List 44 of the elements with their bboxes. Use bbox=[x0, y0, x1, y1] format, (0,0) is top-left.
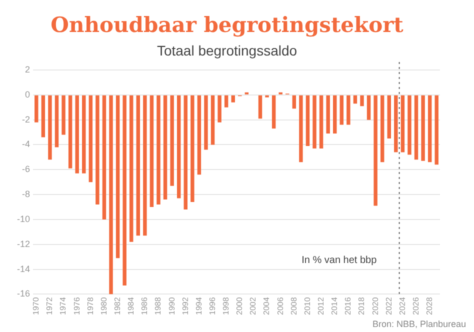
y-tick-label: -8 bbox=[22, 189, 30, 200]
y-tick-label: -10 bbox=[16, 214, 30, 224]
x-tick-label: 2002 bbox=[248, 296, 258, 315]
y-tick-label: -16 bbox=[16, 288, 30, 299]
x-tick-label: 1992 bbox=[180, 296, 190, 315]
x-tick-label: 1990 bbox=[167, 296, 176, 315]
x-tick-label: 1980 bbox=[99, 296, 108, 315]
x-tick-label: 2024 bbox=[398, 296, 407, 315]
x-tick-label: 1970 bbox=[32, 296, 41, 315]
x-tick-label: 2016 bbox=[344, 296, 353, 315]
x-tick-label: 1986 bbox=[140, 296, 150, 315]
x-tick-label: 2026 bbox=[411, 296, 420, 315]
y-tick-label: 2 bbox=[24, 64, 30, 74]
y-tick-label: -2 bbox=[22, 114, 30, 124]
x-tick-label: 2010 bbox=[302, 296, 312, 315]
x-tick-label: 2018 bbox=[357, 296, 366, 315]
x-tick-label: 1976 bbox=[72, 296, 82, 315]
y-tick-label: -14 bbox=[16, 264, 30, 274]
y-tick-label: -12 bbox=[16, 238, 30, 249]
x-tick-label: 1996 bbox=[208, 296, 217, 315]
annotation: In % van het bbp bbox=[302, 254, 378, 266]
x-tick-label: 1998 bbox=[222, 296, 231, 315]
x-tick-label: 2022 bbox=[384, 296, 394, 315]
x-tick-label: 1994 bbox=[194, 296, 204, 315]
x-tick-label: 2028 bbox=[425, 296, 434, 315]
x-tick-label: 2006 bbox=[276, 296, 285, 315]
x-tick-label: 1984 bbox=[126, 296, 136, 315]
chart-title: Onhoudbaar begrotingstekort bbox=[50, 12, 404, 38]
x-tick-label: 2020 bbox=[370, 296, 380, 315]
x-tick-label: 2004 bbox=[262, 296, 272, 315]
x-tick-label: 2000 bbox=[235, 296, 244, 315]
x-tick-label: 2012 bbox=[316, 296, 326, 315]
x-tick-label: 1974 bbox=[58, 296, 68, 315]
x-tick-label: 1972 bbox=[45, 296, 54, 315]
x-tick-label: 1988 bbox=[154, 296, 163, 315]
x-tick-label: 1978 bbox=[86, 296, 95, 315]
x-tick-label: 2008 bbox=[289, 296, 298, 315]
y-tick-label: 0 bbox=[24, 89, 30, 100]
chart-subtitle: Totaal begrotingssaldo bbox=[156, 42, 298, 58]
text: Bron: NBB, Planbureau bbox=[372, 319, 466, 329]
y-tick-label: -6 bbox=[22, 164, 30, 174]
x-tick-label: 1982 bbox=[113, 296, 122, 315]
y-tick-label: -4 bbox=[22, 139, 30, 150]
x-tick-label: 2014 bbox=[330, 296, 340, 315]
